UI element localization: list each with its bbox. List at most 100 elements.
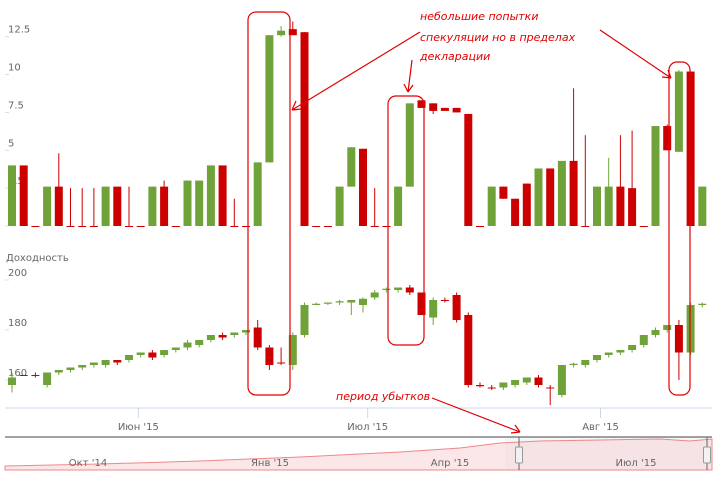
candle-body: [534, 168, 543, 226]
candle-body: [230, 226, 239, 227]
candle-body: [31, 375, 40, 376]
candle-body: [557, 160, 566, 226]
candle-body: [66, 367, 75, 370]
navigator-label: Янв '15: [251, 458, 289, 469]
candle-body: [370, 226, 379, 227]
candle-body: [78, 226, 87, 227]
candle-body: [136, 226, 145, 227]
candle-body: [405, 103, 414, 187]
candle-body: [663, 325, 672, 330]
candle-body: [464, 315, 473, 385]
y-tick-label: 5: [8, 138, 14, 149]
candle-body: [394, 287, 403, 290]
candle-body: [265, 35, 274, 163]
candle-body: [382, 226, 391, 227]
navigator-handle[interactable]: [515, 446, 523, 464]
navigator-series: [4, 438, 713, 471]
candle-body: [288, 29, 297, 36]
candle-body: [206, 165, 215, 226]
candle-body: [593, 186, 601, 226]
candle-body: [335, 186, 344, 226]
candle-body: [487, 387, 496, 389]
candle-body: [253, 327, 262, 348]
candle-body: [417, 292, 426, 315]
candle-body: [160, 186, 169, 226]
candle-body: [359, 298, 367, 305]
navigator-label: Окт '14: [69, 458, 107, 469]
candle-body: [113, 360, 122, 363]
candle-body: [218, 335, 227, 338]
candle-body: [569, 363, 578, 365]
candle-body: [43, 372, 52, 385]
candle-body: [616, 186, 625, 226]
candle-body: [113, 186, 122, 226]
candle-body: [476, 385, 484, 387]
candle-body: [382, 288, 391, 290]
candle-body: [639, 335, 648, 345]
candle-body: [136, 352, 145, 355]
candle-body: [312, 226, 321, 227]
navigator-handle[interactable]: [703, 446, 711, 464]
navigator-label: Апр '15: [431, 458, 469, 469]
candle-body: [628, 188, 637, 226]
candle-body: [101, 186, 110, 226]
candle-body: [125, 226, 133, 227]
candle-body: [698, 186, 707, 226]
candle-body: [288, 335, 297, 365]
candle-body: [8, 165, 16, 226]
candle-body: [522, 183, 531, 226]
candle-body: [195, 340, 204, 345]
candle-body: [581, 360, 590, 365]
candle-body: [651, 330, 660, 335]
candle-body: [616, 350, 625, 353]
arrow: [291, 31, 421, 111]
candle-body: [487, 186, 496, 226]
candle-body: [452, 107, 461, 113]
candle-body: [148, 352, 157, 358]
candle-body: [394, 186, 403, 226]
candle-body: [300, 305, 309, 335]
y-tick-label: 180: [8, 318, 27, 329]
candle-body: [89, 362, 98, 365]
annotation-shapes: [247, 11, 691, 434]
candle-body: [347, 147, 356, 187]
y-tick-label: 160: [8, 368, 27, 379]
candle-body: [405, 287, 414, 293]
candle-body: [546, 168, 555, 226]
candle-body: [499, 186, 508, 199]
candle-body: [171, 226, 180, 227]
candle-body: [183, 342, 192, 348]
arrow: [599, 29, 672, 79]
candle-body: [54, 370, 63, 373]
y-tick-label: 12.5: [8, 25, 30, 36]
candle-body: [522, 377, 531, 383]
candle-body: [300, 32, 309, 226]
candle-body: [581, 226, 590, 227]
candle-body: [604, 186, 613, 226]
annotation: спекуляции но в пределах: [420, 31, 576, 44]
candle-body: [101, 360, 110, 365]
candle-body: [312, 303, 321, 305]
candle-body: [148, 186, 157, 226]
candle-body: [183, 180, 192, 226]
candle-body: [265, 347, 274, 365]
candle-body: [31, 226, 40, 227]
annotation: небольшие попытки: [420, 10, 538, 23]
candle-body: [19, 165, 28, 226]
candle-body: [476, 226, 484, 227]
candle-body: [499, 382, 508, 388]
candle-body: [651, 126, 660, 226]
candle-body: [359, 148, 367, 226]
candle-body: [604, 352, 613, 355]
candle-body: [347, 300, 356, 303]
candle-body: [66, 226, 75, 227]
candle-body: [628, 345, 637, 350]
annotation: период убытков: [336, 390, 430, 403]
candle-body: [663, 126, 672, 151]
candle-body: [429, 103, 438, 111]
candle-body: [440, 300, 449, 301]
x-tick-label: Авг '15: [582, 422, 619, 433]
highlight-box: [247, 11, 291, 396]
